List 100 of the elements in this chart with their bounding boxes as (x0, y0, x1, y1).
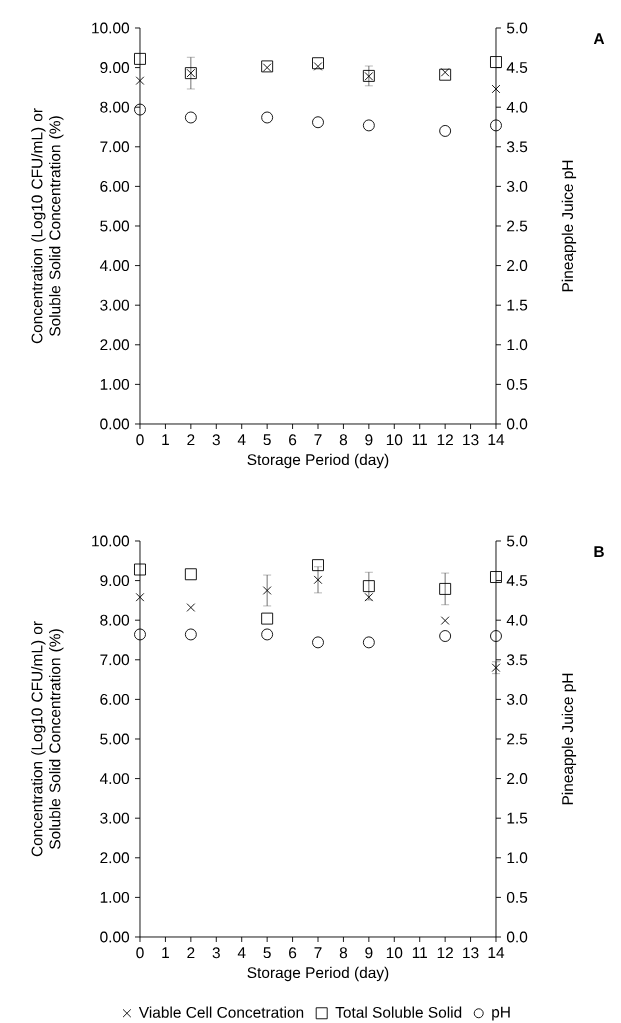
y-axis-title: Concentration (Log10 CFU/mL) or Soluble Solid Concentration (%) (31, 108, 64, 344)
y-tick-label: 3.00 (100, 812, 130, 824)
point (491, 84, 501, 94)
y-tick-label: 6.00 (100, 693, 130, 705)
y-tick-label: 1.00 (100, 891, 130, 903)
y-tick-label: 8.00 (100, 614, 130, 626)
point (440, 616, 450, 625)
y2-tick-label: 5.0 (506, 22, 528, 34)
point (362, 636, 375, 649)
point (362, 119, 375, 132)
point (491, 663, 501, 673)
y2-tick-label: 0.5 (506, 891, 528, 903)
point (135, 76, 145, 85)
point (312, 57, 324, 70)
y-tick-label: 5.00 (100, 220, 130, 232)
y2-axis-title: Pineapple Juice pH (561, 673, 577, 805)
y-tick-label: 2.00 (100, 339, 130, 351)
point (261, 111, 274, 124)
text: A (593, 33, 605, 44)
point (186, 603, 196, 612)
x-axis-title: Storage Period (day) (247, 453, 389, 469)
y-tick-label: 2.00 (100, 852, 130, 864)
y2-tick-label: 1.5 (507, 812, 528, 824)
x-tick-label: 4 (237, 947, 246, 958)
point (262, 586, 272, 595)
point (439, 125, 452, 137)
y-tick-label: 1.00 (100, 378, 130, 390)
y2-tick-label: 4.0 (506, 614, 528, 626)
y2-tick-label: 3.0 (506, 180, 528, 192)
legend-label: Viable Cell Concetration (138, 1006, 304, 1018)
y2-tick-label: 1.5 (507, 299, 528, 311)
point (134, 628, 146, 641)
y2-tick-label: 4.0 (506, 101, 528, 113)
x-tick-label: 2 (187, 434, 195, 446)
text: B (594, 546, 604, 557)
y-tick-label: 3.00 (100, 299, 130, 311)
x-tick-label: 7 (314, 947, 322, 958)
point (312, 559, 324, 572)
x-tick-label: 8 (339, 434, 348, 446)
point (261, 628, 274, 641)
point (184, 111, 197, 124)
x-tick-label: 13 (463, 434, 479, 446)
y-tick-label: 7.00 (100, 141, 130, 153)
x-tick-label: 9 (365, 947, 373, 959)
x-tick-label: 6 (289, 434, 297, 446)
y2-tick-label: 1.0 (507, 852, 528, 864)
point (362, 580, 375, 593)
point (184, 568, 197, 581)
x-tick-label: 2 (187, 947, 195, 959)
x-tick-label: 7 (314, 434, 322, 445)
y2-tick-label: 2.5 (507, 220, 528, 232)
point (490, 119, 502, 132)
point (184, 628, 197, 641)
y2-tick-label: 0.0 (506, 931, 528, 943)
point (134, 103, 146, 116)
legend-label: Total Soluble Solid (335, 1006, 462, 1018)
x-tick-label: 13 (463, 947, 479, 959)
x-tick-label: 1 (162, 434, 169, 445)
x-tick-label: 11 (412, 947, 427, 958)
y2-tick-label: 1.0 (507, 339, 528, 351)
legend-label: pH (492, 1006, 510, 1021)
y2-tick-label: 2.0 (507, 773, 528, 785)
x-tick-label: 11 (412, 434, 427, 445)
point (490, 630, 502, 642)
y2-tick-label: 4.5 (506, 575, 528, 586)
x-tick-label: 9 (365, 434, 373, 446)
point (490, 56, 502, 68)
y-tick-label: 9.00 (100, 575, 130, 587)
point (312, 636, 324, 649)
point (440, 68, 450, 77)
y-axis-title: Concentration (Log10 CFU/mL) or Soluble Solid Concentration (%) (31, 621, 64, 857)
x-tick-label: 5 (263, 947, 271, 959)
point (364, 592, 374, 602)
x-tick-label: 3 (212, 947, 220, 959)
y-tick-label: 6.00 (100, 180, 130, 192)
y-tick-label: 8.00 (100, 101, 130, 113)
point (439, 68, 452, 81)
y2-tick-label: 0.0 (506, 418, 528, 430)
x-tick-label: 14 (488, 947, 505, 958)
y2-tick-label: 4.5 (506, 62, 528, 73)
x-tick-label: 0 (136, 947, 144, 959)
x-tick-label: 10 (386, 434, 403, 446)
y-tick-label: 0.00 (100, 931, 130, 943)
y2-tick-label: 3.5 (506, 654, 528, 666)
y2-tick-label: 3.5 (506, 141, 528, 153)
y-tick-label: 9.00 (100, 62, 130, 74)
point (312, 116, 324, 129)
x-tick-label: 3 (212, 434, 220, 446)
y-tick-label: 10.00 (92, 535, 130, 547)
point (439, 630, 452, 642)
y2-axis-title: Pineapple Juice pH (561, 160, 577, 292)
y-tick-label: 4.00 (99, 773, 130, 785)
x-axis-title: Storage Period (day) (247, 966, 389, 982)
y-tick-label: 10.00 (92, 22, 130, 34)
point (134, 563, 146, 576)
x-tick-label: 0 (136, 434, 144, 446)
x-tick-label: 6 (289, 947, 297, 959)
y-tick-label: 5.00 (100, 733, 130, 745)
y2-tick-label: 0.5 (506, 378, 528, 390)
y-tick-label: 0.00 (100, 418, 130, 430)
